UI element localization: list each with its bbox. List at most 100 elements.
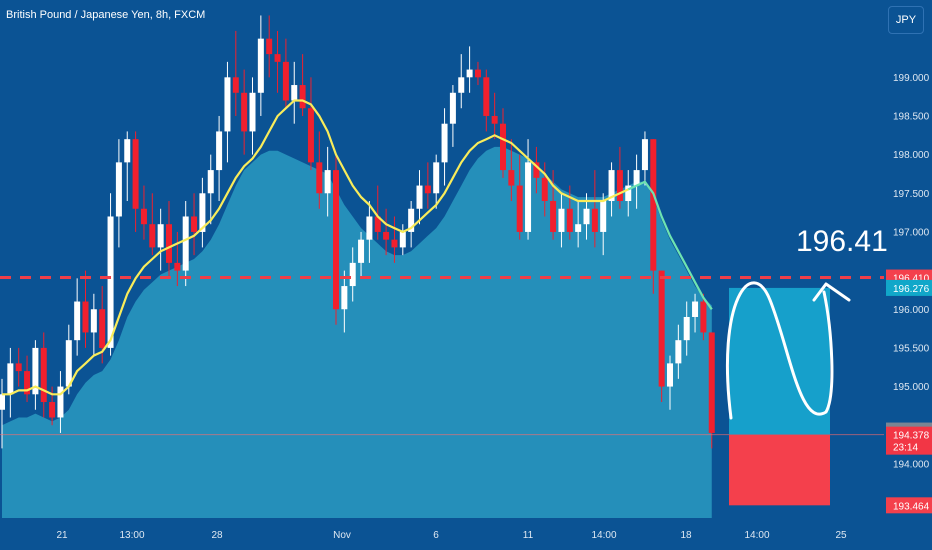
- candle-body: [358, 239, 365, 263]
- candle-body: [57, 386, 64, 418]
- candle-body: [608, 170, 615, 202]
- candle: [566, 185, 573, 240]
- y-tick-label: 199.000: [893, 73, 930, 84]
- x-tick-label: 11: [523, 530, 534, 541]
- candle: [708, 332, 715, 449]
- y-tick-label: 197.000: [893, 227, 930, 238]
- candle: [282, 38, 289, 109]
- candle: [291, 61, 298, 124]
- candle: [341, 270, 348, 333]
- candle-body: [466, 69, 473, 78]
- candle-body: [541, 177, 548, 202]
- candle: [24, 355, 31, 403]
- candle-body: [591, 208, 598, 232]
- candle: [483, 69, 490, 132]
- candle-body: [667, 363, 673, 387]
- candle: [241, 69, 248, 155]
- candle-body: [458, 77, 465, 93]
- candle-body: [491, 115, 498, 124]
- candle-body: [366, 216, 373, 240]
- candle-body: [74, 301, 81, 341]
- candle-body: [132, 139, 139, 209]
- candle-body: [516, 185, 523, 232]
- x-tick-label: 25: [835, 530, 847, 541]
- candle-body: [550, 201, 557, 232]
- candle: [458, 54, 465, 109]
- candle-body: [692, 301, 699, 317]
- candle: [692, 293, 699, 333]
- candle: [433, 154, 440, 209]
- candle: [633, 154, 640, 209]
- candle-body: [483, 77, 490, 116]
- candle: [491, 92, 498, 140]
- projection-drawing: [725, 281, 851, 506]
- candle-body: [625, 185, 632, 202]
- chart-title: British Pound / Japanese Yen, 8h, FXCM: [6, 9, 206, 21]
- candle-body: [266, 38, 273, 55]
- candle: [107, 193, 114, 356]
- candle-body: [408, 208, 415, 232]
- candle: [358, 231, 365, 279]
- candle-body: [675, 340, 682, 364]
- area-fill: [2, 146, 712, 518]
- candle-body: [449, 92, 456, 124]
- x-tick-label: 21: [56, 530, 68, 541]
- price-tag-value: 193.464: [893, 501, 930, 512]
- price-tag-bg: [886, 497, 932, 514]
- candle: [216, 115, 223, 202]
- price-tag: 196.276: [886, 279, 932, 296]
- candle-body: [700, 301, 707, 333]
- candle-body: [525, 162, 532, 232]
- candle-body: [307, 108, 314, 163]
- candle-body: [182, 216, 189, 271]
- y-tick-label: 196.000: [893, 305, 930, 316]
- candle-body: [257, 38, 264, 93]
- candle: [449, 85, 456, 147]
- candle: [667, 355, 673, 410]
- candle-body: [40, 347, 47, 403]
- candle-body: [416, 185, 423, 209]
- ema-line: [2, 99, 713, 396]
- candle-body: [374, 216, 381, 232]
- candle-body: [249, 92, 256, 132]
- candle-body: [683, 316, 690, 341]
- candle: [466, 46, 473, 93]
- candle: [424, 162, 431, 209]
- candle: [508, 139, 515, 202]
- currency-button[interactable]: JPY: [888, 6, 924, 34]
- candle: [140, 185, 147, 240]
- candle: [533, 146, 540, 194]
- price-tag-timer: 23:14: [893, 443, 918, 454]
- x-tick-label: 18: [680, 530, 692, 541]
- candle-body: [49, 402, 56, 418]
- candle: [157, 208, 164, 271]
- y-tick-label: 198.000: [893, 150, 930, 161]
- candle: [349, 247, 356, 302]
- candle-body: [424, 185, 431, 194]
- candle-body: [558, 208, 565, 232]
- candle-body: [299, 85, 306, 109]
- price-tag: 193.464: [886, 497, 932, 514]
- y-tick-label: 198.500: [893, 111, 930, 122]
- projection-wave: [725, 281, 834, 420]
- candle-body: [282, 61, 289, 101]
- candle: [82, 270, 89, 348]
- candle-body: [65, 340, 72, 387]
- x-tick-label: 13:00: [119, 530, 144, 541]
- candle: [474, 61, 481, 86]
- candle: [383, 208, 390, 256]
- candle: [74, 278, 81, 356]
- candle-body: [441, 123, 448, 163]
- target-box: [729, 287, 830, 435]
- candle: [90, 293, 97, 356]
- candle: [416, 170, 423, 225]
- candle: [675, 324, 682, 379]
- candle-body: [90, 309, 97, 333]
- candle: [257, 15, 264, 116]
- candle-body: [600, 201, 607, 232]
- candle: [299, 54, 306, 116]
- x-tick-label: 14:00: [744, 530, 769, 541]
- resistance-big-label: 196.41: [796, 225, 888, 258]
